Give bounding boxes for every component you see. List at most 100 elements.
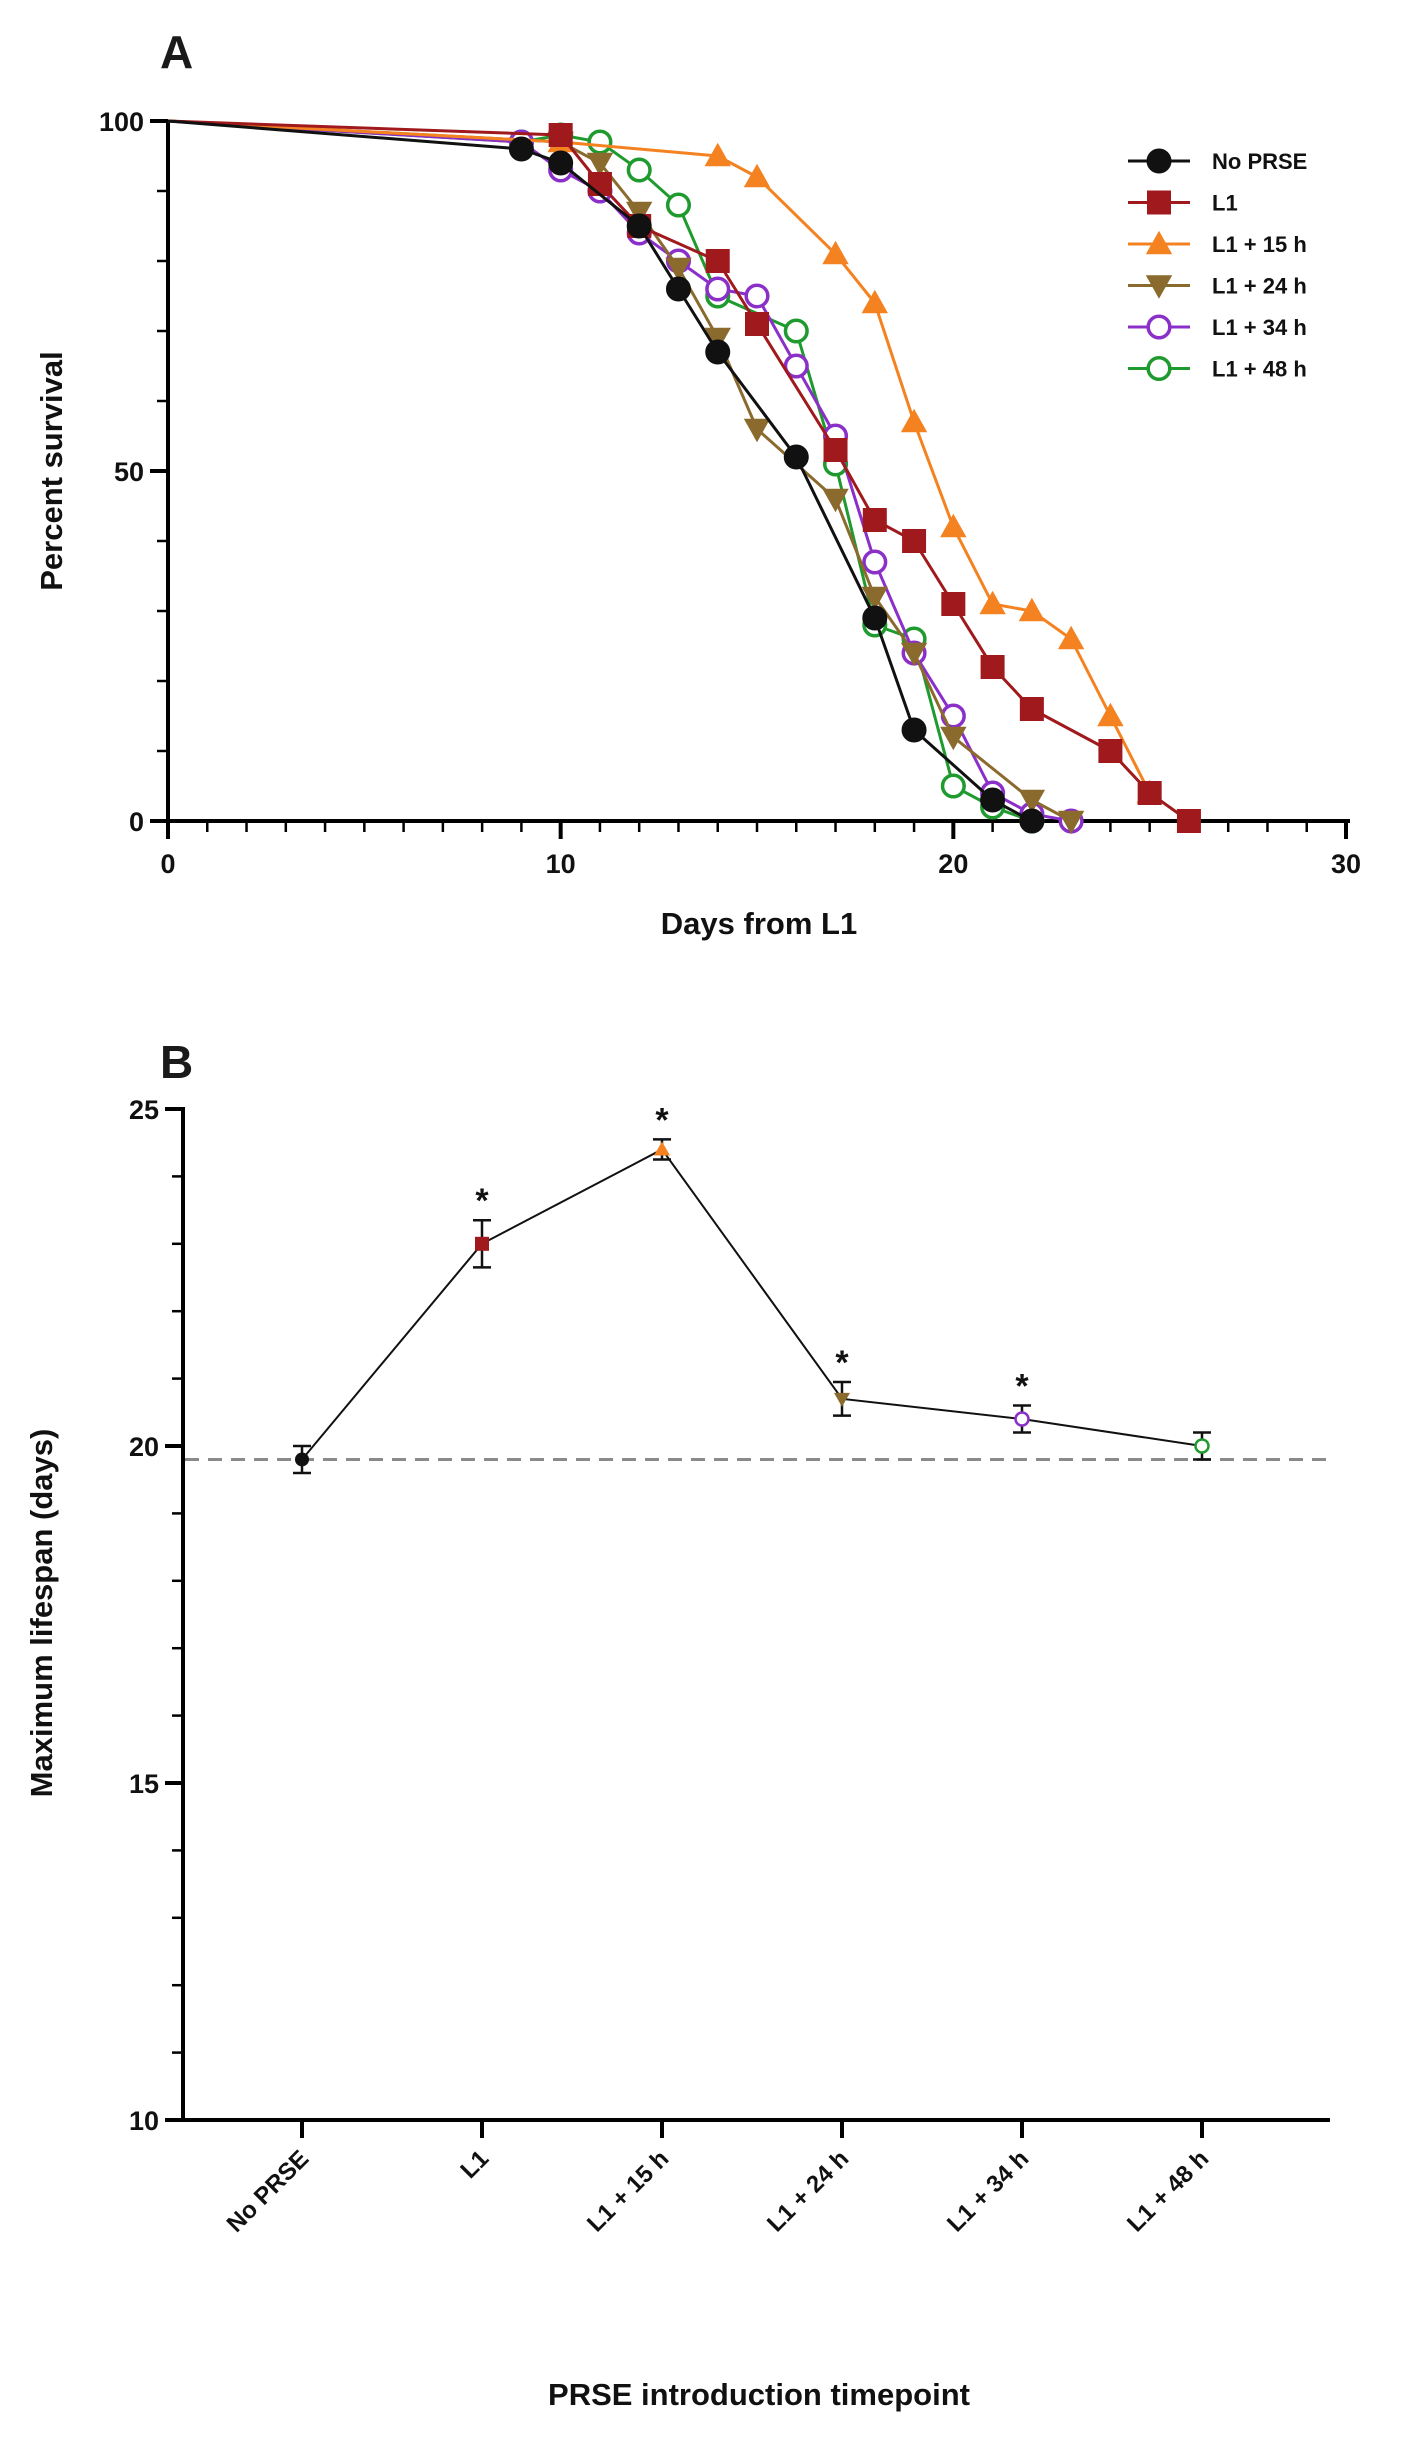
panel-b-axes: 10 15 20 25 No PRSE L1 L1 + 15 h L1 + 24 h L1 + …	[129, 1095, 1330, 2238]
data-point	[822, 488, 849, 513]
legend-entry-l1-48-h: L1 + 48 h	[1128, 355, 1307, 382]
data-point	[587, 129, 613, 155]
data-point	[862, 549, 888, 575]
data-point	[743, 163, 771, 188]
panel-a-y-axis-title: Percent survival	[34, 351, 69, 591]
panel-a-legend: No PRSE L1 L1 + 15 h L1 + 24 h L1 + 34 h L1 +…	[1128, 148, 1307, 382]
significance-star: *	[1015, 1368, 1029, 1406]
panel-a-axes: 0 10 20 30 0 50 100	[99, 107, 1361, 879]
data-point	[940, 726, 967, 751]
data-point	[783, 353, 809, 379]
x-tick-label: 10	[546, 849, 576, 879]
panel-b-y-axis-title: Maximum lifespan (days)	[24, 1429, 59, 1798]
legend-label: No PRSE	[1212, 149, 1307, 174]
data-point	[1019, 697, 1044, 721]
data-point	[783, 318, 809, 344]
panel-b-letter: B	[160, 1036, 193, 1088]
data-point	[705, 249, 730, 273]
legend-entry-l1-24-h: L1 + 24 h	[1128, 274, 1307, 299]
data-point	[1018, 789, 1046, 814]
data-point	[626, 213, 652, 239]
series-l1	[167, 119, 1201, 833]
data-point	[1097, 702, 1124, 727]
legend-swatch-marker	[1146, 355, 1172, 382]
legend-label: L1 + 34 h	[1212, 315, 1307, 340]
legend-label: L1	[1212, 191, 1238, 216]
data-point	[665, 276, 691, 302]
data-point	[979, 590, 1006, 615]
y-tick-label: 100	[99, 107, 144, 137]
data-point	[783, 444, 809, 470]
data-point	[862, 605, 888, 631]
y-tick-label: 10	[129, 2106, 159, 2136]
data-point	[665, 257, 692, 282]
series-line	[167, 119, 1033, 823]
data-point	[745, 312, 769, 336]
data-point	[586, 152, 614, 177]
panel-b-series-group: * * * *	[293, 1101, 1211, 1475]
x-tick-label: 30	[1331, 849, 1361, 879]
y-tick-label: 0	[129, 807, 144, 837]
panel-b-ticks: 10 15 20 25 No PRSE L1 L1 + 15 h L1 + 24 h L1 + …	[129, 1095, 1214, 2238]
series-no-prse	[167, 119, 1045, 834]
data-point	[1057, 810, 1085, 835]
x-category-label: No PRSE	[222, 2145, 315, 2238]
data-point	[862, 508, 887, 532]
panel-a-x-axis-title: Days from L1	[661, 906, 857, 941]
legend-entry-l1-34-h: L1 + 34 h	[1128, 314, 1307, 340]
data-point	[940, 773, 966, 799]
lifespan-line	[301, 1148, 1203, 1461]
point-l1-15-h: *	[653, 1101, 671, 1161]
data-point	[743, 418, 771, 443]
legend-label: L1 + 24 h	[1212, 274, 1307, 299]
x-tick-label: 0	[160, 849, 175, 879]
x-category-label: L1	[455, 2145, 494, 2184]
legend-swatch-marker	[1145, 230, 1173, 255]
data-point	[823, 438, 848, 462]
legend-label: L1 + 15 h	[1212, 232, 1307, 257]
data-point	[654, 1141, 670, 1156]
series-line	[167, 119, 1033, 823]
point-l1-48-h	[1193, 1431, 1211, 1461]
legend-swatch-marker	[1145, 275, 1173, 299]
data-point	[295, 1452, 309, 1467]
panel-a-survival-chart: A 0 10 20 30 0 50 100 No PRSE L1 L1 + 15 h L1 + 2…	[34, 26, 1361, 941]
data-point	[861, 289, 888, 314]
data-point	[834, 1392, 850, 1407]
legend-swatch-marker	[1147, 190, 1171, 215]
series-l1-15-h	[167, 119, 1163, 804]
data-point	[980, 787, 1006, 813]
data-point	[1098, 739, 1123, 763]
data-point	[901, 717, 927, 743]
data-point	[941, 592, 966, 616]
data-point	[1176, 809, 1201, 833]
series-line	[167, 119, 1152, 794]
significance-star: *	[835, 1344, 849, 1382]
point-l1-34-h: *	[1013, 1368, 1031, 1434]
data-point	[861, 586, 888, 611]
data-point	[1019, 808, 1045, 834]
data-point	[705, 339, 731, 365]
data-point	[548, 150, 574, 176]
data-point	[626, 157, 652, 183]
data-point	[587, 172, 612, 196]
legend-swatch-marker	[1146, 148, 1172, 174]
data-point	[822, 240, 849, 265]
panel-a-ticks: 0 10 20 30 0 50 100	[99, 107, 1361, 879]
x-tick-label: 20	[938, 849, 968, 879]
data-point	[705, 276, 731, 302]
point-no-prse	[293, 1444, 311, 1475]
x-category-label: L1 + 15 h	[582, 2145, 674, 2237]
x-category-label: L1 + 48 h	[1122, 2145, 1214, 2237]
y-tick-label: 50	[114, 457, 144, 487]
legend-entry-l1-15-h: L1 + 15 h	[1128, 230, 1307, 257]
data-point	[900, 408, 928, 433]
data-point	[548, 123, 573, 147]
y-tick-label: 15	[129, 1769, 159, 1799]
data-point	[940, 513, 967, 538]
series-l1-24-h	[167, 119, 1085, 835]
panel-b-x-axis-title: PRSE introduction timepoint	[548, 2377, 970, 2412]
x-category-label: L1 + 34 h	[942, 2145, 1034, 2237]
data-point	[1014, 1411, 1030, 1427]
